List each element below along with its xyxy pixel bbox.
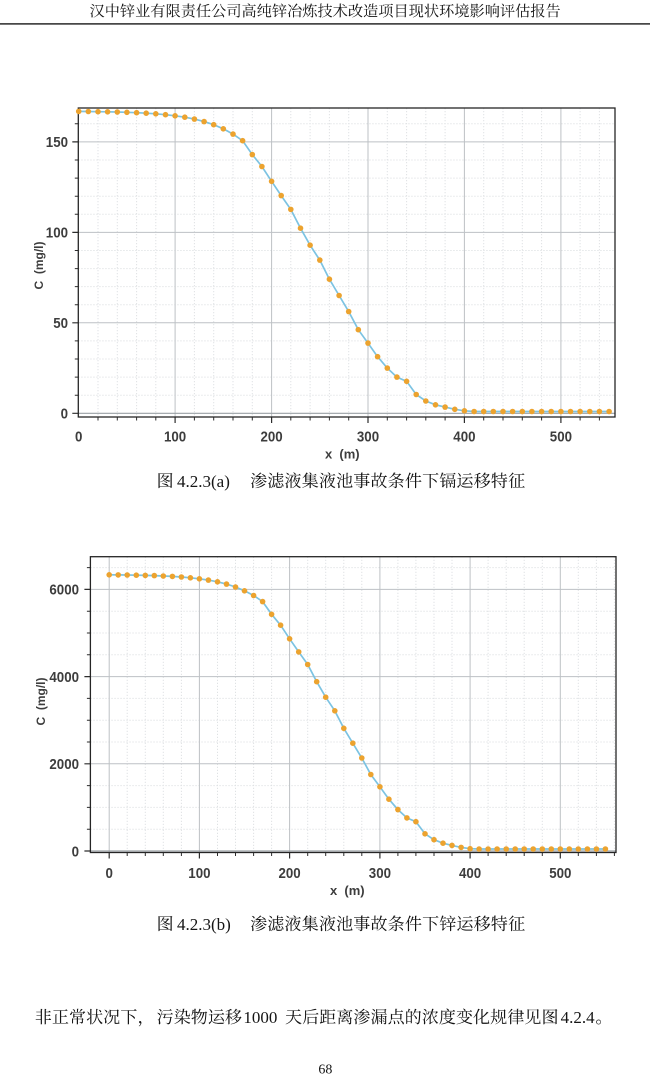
svg-text:400: 400 <box>459 865 481 882</box>
svg-text:150: 150 <box>46 134 68 151</box>
svg-text:100: 100 <box>188 865 210 882</box>
svg-text:0: 0 <box>106 865 113 882</box>
svg-text:500: 500 <box>549 865 571 882</box>
svg-text:x (m): x (m) <box>325 446 360 461</box>
svg-text:0: 0 <box>72 843 79 860</box>
svg-text:4000: 4000 <box>49 669 79 686</box>
svg-text:200: 200 <box>279 865 301 882</box>
svg-text:4.2.3(b): 4.2.3(b) <box>177 915 231 934</box>
svg-text:300: 300 <box>357 429 379 446</box>
svg-text:4.2.3(a): 4.2.3(a) <box>177 472 230 491</box>
svg-text:100: 100 <box>164 429 186 446</box>
svg-text:68: 68 <box>318 1063 332 1077</box>
svg-text:50: 50 <box>53 315 68 332</box>
svg-text:C (mg/l): C (mg/l) <box>32 242 46 290</box>
svg-text:100: 100 <box>46 225 68 242</box>
svg-text:300: 300 <box>369 865 391 882</box>
svg-text:2000: 2000 <box>49 756 79 773</box>
svg-text:200: 200 <box>261 429 283 446</box>
svg-text:0: 0 <box>75 429 82 446</box>
svg-text:6000: 6000 <box>49 582 79 599</box>
svg-text:x (m): x (m) <box>330 883 365 898</box>
svg-text:0: 0 <box>61 406 68 423</box>
svg-text:C (mg/l): C (mg/l) <box>34 678 48 726</box>
svg-text:500: 500 <box>550 429 572 446</box>
svg-text:4.2.4: 4.2.4 <box>561 1008 596 1027</box>
svg-text:400: 400 <box>453 429 475 446</box>
svg-text:1000: 1000 <box>243 1008 277 1027</box>
